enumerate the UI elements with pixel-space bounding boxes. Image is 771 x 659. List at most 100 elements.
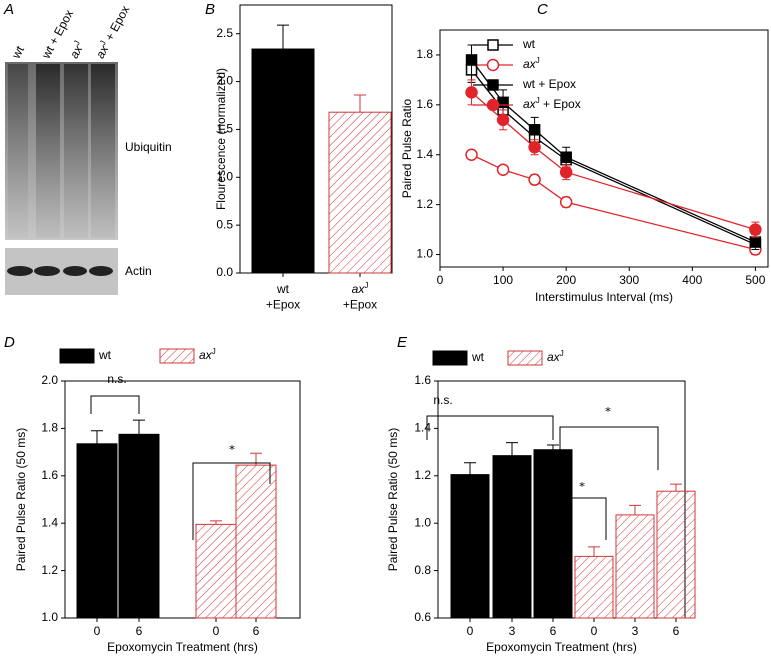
text-part: J bbox=[536, 56, 540, 65]
x-tick-label: 400 bbox=[682, 273, 702, 287]
blot bbox=[5, 62, 118, 295]
error-bar bbox=[91, 430, 103, 444]
error-bar bbox=[670, 483, 682, 492]
band-label: Actin bbox=[125, 264, 152, 278]
legend-swatch bbox=[159, 348, 195, 364]
y-tick-label: 0.6 bbox=[414, 610, 431, 624]
legend-marker bbox=[486, 98, 500, 112]
text-part: + Epox bbox=[101, 3, 133, 46]
annotation: n.s. bbox=[107, 372, 126, 386]
bar bbox=[328, 111, 392, 274]
x-tick-label: 100 bbox=[493, 273, 513, 287]
text-part: +Epox bbox=[343, 298, 377, 312]
bar bbox=[574, 555, 614, 619]
legend-label: axJ bbox=[547, 349, 564, 365]
y-axis-label: Paired Pulse Ratio (50 ms) bbox=[386, 428, 400, 571]
x-tick-label: 200 bbox=[556, 273, 576, 287]
annotation: n.s. bbox=[433, 393, 452, 407]
error-bar bbox=[629, 504, 641, 515]
y-axis-label: Paired Pulse Ratio (50 ms) bbox=[14, 428, 28, 571]
bar bbox=[615, 514, 655, 619]
text-part: J bbox=[72, 39, 82, 47]
error-bar bbox=[547, 444, 559, 450]
x-tick-label: 0 bbox=[467, 624, 474, 638]
error-bar bbox=[277, 24, 289, 50]
x-tick-label: 500 bbox=[745, 273, 765, 287]
legend-label: wt + Epox bbox=[522, 77, 576, 91]
marker bbox=[465, 148, 478, 161]
x-tick-label: 6 bbox=[550, 624, 557, 638]
significance-bracket bbox=[192, 462, 271, 540]
x-axis-label: Interstimulus Interval (ms) bbox=[535, 290, 673, 304]
error-bar bbox=[133, 419, 145, 435]
series-line bbox=[471, 91, 756, 231]
bar bbox=[118, 433, 160, 619]
blot-lane bbox=[91, 64, 115, 238]
y-tick-label: 2.5 bbox=[216, 26, 233, 40]
text-part: J bbox=[364, 281, 368, 290]
lane-label: wt bbox=[9, 43, 28, 62]
marker bbox=[465, 54, 478, 66]
y-tick-label: 1.8 bbox=[41, 421, 58, 435]
y-tick-label: 0.8 bbox=[414, 563, 431, 577]
legend-swatch bbox=[507, 350, 543, 366]
y-tick-label: 1.2 bbox=[41, 563, 58, 577]
x-tick-label: 6 bbox=[673, 624, 680, 638]
y-tick-label: 1.0 bbox=[416, 247, 433, 261]
blot-band bbox=[89, 266, 113, 276]
significance-bracket bbox=[90, 395, 140, 414]
x-tick-label: 0 bbox=[437, 273, 444, 287]
y-tick-label: 1.6 bbox=[414, 373, 431, 387]
marker bbox=[528, 124, 541, 136]
marker bbox=[528, 141, 541, 154]
y-tick-label: 1.4 bbox=[416, 147, 433, 161]
error-bar bbox=[354, 94, 366, 113]
marker bbox=[749, 236, 762, 248]
lane-label: axJ + Epox bbox=[92, 3, 133, 61]
y-tick-label: 1.6 bbox=[41, 468, 58, 482]
panel-label: B bbox=[205, 1, 215, 18]
blot-band bbox=[7, 266, 33, 276]
legend-label: axJ + Epox bbox=[523, 96, 581, 112]
legend-label: wt bbox=[98, 348, 112, 362]
x-tick-label: 3 bbox=[632, 624, 639, 638]
y-tick-label: 1.2 bbox=[414, 468, 431, 482]
y-tick-label: 1.0 bbox=[41, 610, 58, 624]
blot-lane bbox=[64, 64, 88, 238]
annotation: ⁎ bbox=[229, 439, 235, 453]
x-tick-label: axJ +Epox bbox=[343, 281, 377, 312]
error-bar bbox=[210, 520, 222, 525]
legend-label: axJ bbox=[523, 56, 540, 72]
x-tick-label: 6 bbox=[253, 624, 260, 638]
text-part: ax bbox=[352, 282, 366, 296]
x-tick-label: wt +Epox bbox=[266, 282, 300, 312]
blot-lane bbox=[36, 64, 60, 238]
x-tick-label: 6 bbox=[136, 624, 143, 638]
bar bbox=[76, 443, 118, 619]
panel-label: E bbox=[397, 334, 408, 351]
panel-label: C bbox=[537, 1, 548, 18]
marker bbox=[749, 223, 762, 236]
blot-band bbox=[34, 266, 60, 276]
legend-label: wt bbox=[522, 37, 536, 51]
bar bbox=[235, 464, 277, 619]
plot-frame bbox=[439, 29, 769, 268]
text-part: J bbox=[98, 39, 108, 47]
plot-frame bbox=[239, 4, 393, 274]
bar bbox=[450, 474, 490, 619]
y-tick-label: 2.0 bbox=[216, 74, 233, 88]
text-part: ax bbox=[199, 348, 213, 362]
series-line bbox=[471, 154, 756, 251]
error-bar bbox=[506, 442, 518, 456]
annotation: ⁎ bbox=[605, 401, 611, 415]
text-part: J bbox=[560, 349, 564, 358]
text-part: ax bbox=[523, 57, 537, 71]
panel-label: D bbox=[4, 334, 15, 351]
x-tick-label: 0 bbox=[591, 624, 598, 638]
lane-label: axJ bbox=[66, 39, 88, 61]
series-line bbox=[471, 59, 756, 243]
text-part: wt bbox=[522, 37, 536, 51]
error-bar bbox=[464, 462, 476, 475]
text-part: +Epox bbox=[266, 298, 300, 312]
marker bbox=[528, 173, 541, 186]
